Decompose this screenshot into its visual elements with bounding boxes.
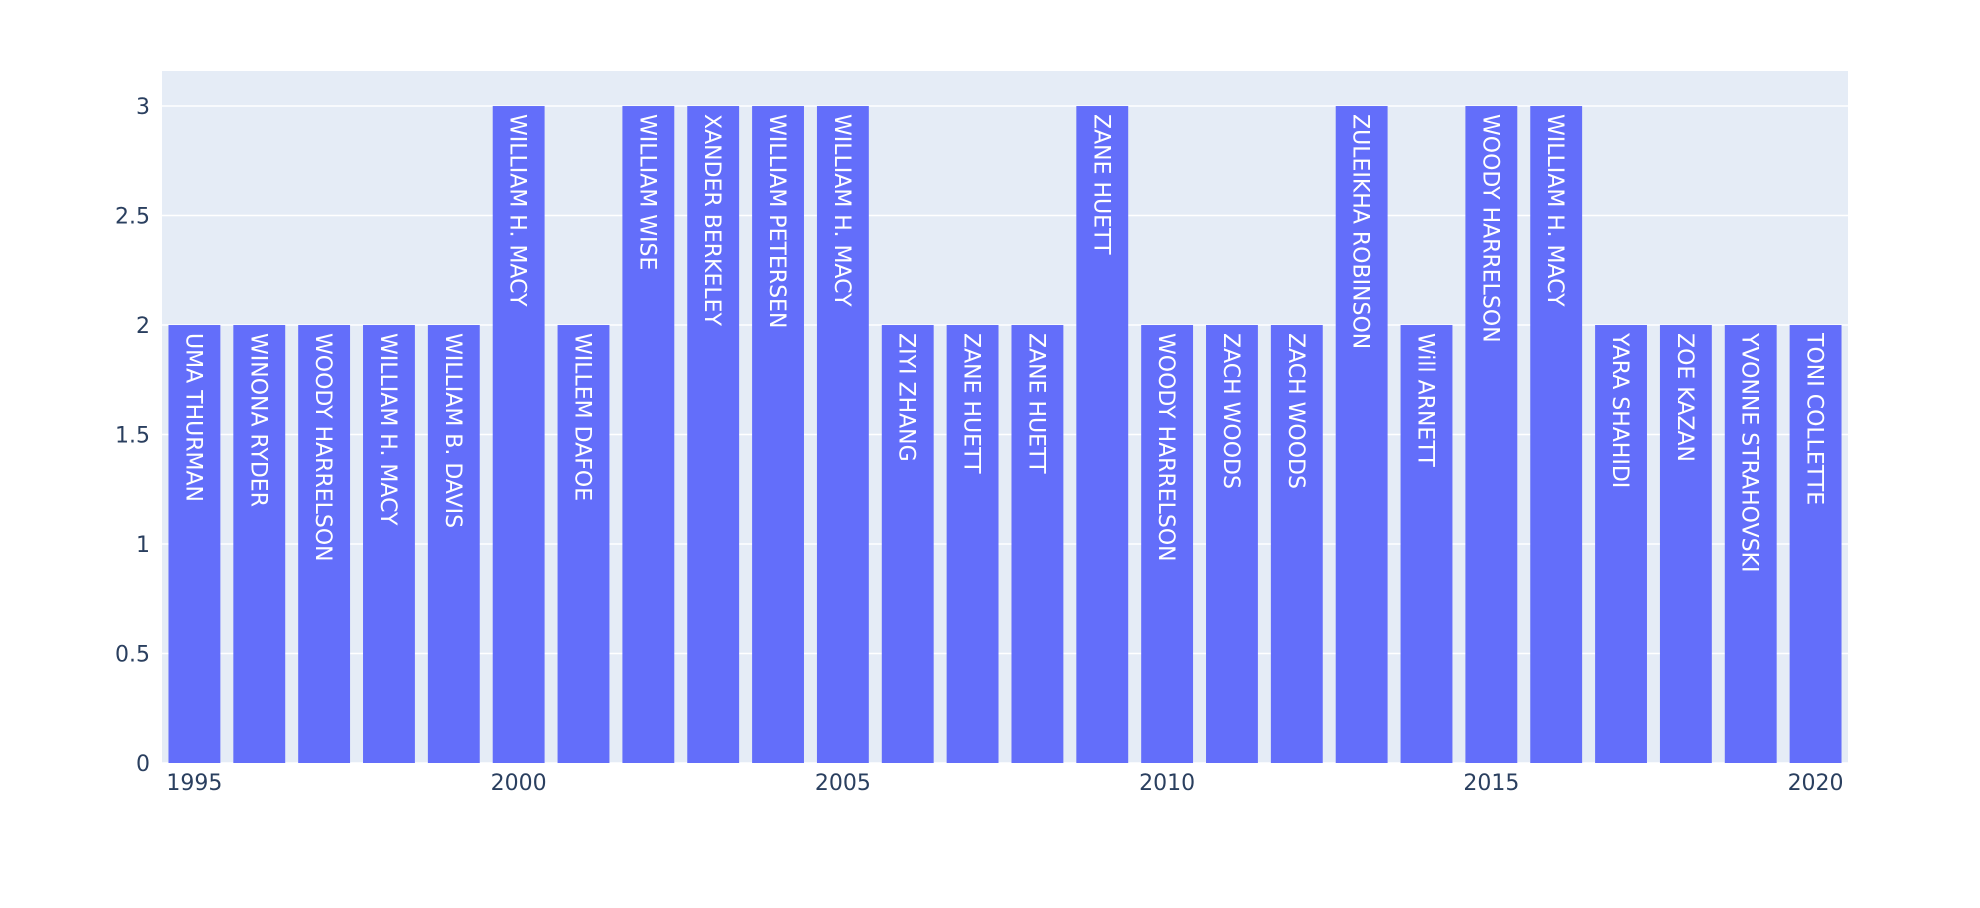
y-tick-label: 2 <box>136 314 150 339</box>
bar-2012 <box>1270 325 1323 763</box>
y-tick-label: 1.5 <box>115 424 150 449</box>
bar-label: YVONNE STRAHOVSKI <box>1737 332 1762 572</box>
y-tick-label: 0 <box>136 752 150 777</box>
bar-label: ZANE HUETT <box>1023 333 1048 474</box>
bar-label: WILLIAM B. DAVIS <box>440 333 465 528</box>
bar-2020 <box>1789 325 1842 763</box>
y-axis: 0 0.5 1 1.5 2 2.5 3 <box>115 95 150 777</box>
bar-1996 <box>233 325 286 763</box>
bar-label: WILLIAM WISE <box>634 114 659 270</box>
bar-2014 <box>1400 325 1453 763</box>
bar-label: WILLIAM H. MACY <box>829 114 854 307</box>
bar-label: WILLIAM H. MACY <box>1542 114 1567 307</box>
bar-labels: UMA THURMAN WINONA RYDER WOODY HARRELSON WI… <box>180 114 1826 572</box>
bar-2011 <box>1206 325 1258 763</box>
bar-2006 <box>881 325 934 763</box>
bar-2015 <box>1465 106 1518 764</box>
bar-1995 <box>168 325 221 763</box>
x-tick-label: 2005 <box>815 771 871 796</box>
x-tick-label: 2010 <box>1139 771 1195 796</box>
bar-2009 <box>1076 106 1129 764</box>
bar-label: WILLEM DAFOE <box>570 333 595 501</box>
bar-2018 <box>1659 325 1712 763</box>
bar-2002 <box>622 106 675 764</box>
x-tick-label: 2020 <box>1788 771 1844 796</box>
bars <box>168 106 1842 764</box>
bar-label: WOODY HARRELSON <box>1477 114 1502 343</box>
bar-2004 <box>752 106 804 764</box>
bar-2003 <box>687 106 740 764</box>
bar-label: TONI COLLETTE <box>1802 332 1827 505</box>
bar-2007 <box>946 325 999 763</box>
bar-label: XANDER BERKELEY <box>699 114 724 326</box>
bar-label: WOODY HARRELSON <box>310 333 335 562</box>
y-tick-label: 3 <box>136 95 150 120</box>
bar-label: UMA THURMAN <box>180 333 205 502</box>
y-tick-label: 0.5 <box>115 643 150 668</box>
bar-label: ZOE KAZAN <box>1672 333 1697 462</box>
bar-label: WILLIAM H. MACY <box>375 333 400 526</box>
x-tick-label: 2015 <box>1463 771 1519 796</box>
bar-2013 <box>1335 106 1388 764</box>
bar-label: WILLIAM PETERSEN <box>764 114 789 328</box>
bar-2019 <box>1724 325 1777 763</box>
bar-label: ZACH WOODS <box>1218 333 1243 489</box>
bar-2016 <box>1530 106 1583 764</box>
bar-label: YARA SHAHIDI <box>1607 332 1632 488</box>
bar-2000 <box>492 106 545 764</box>
bar-label: Will ARNETT <box>1413 333 1438 467</box>
bar-label: ZACH WOODS <box>1283 333 1308 489</box>
bar-2008 <box>1011 325 1064 763</box>
bar-label: ZANE HUETT <box>1088 114 1113 255</box>
bar-label: ZANE HUETT <box>959 333 984 474</box>
bar-1998 <box>363 325 415 763</box>
bar-label: WOODY HARRELSON <box>1153 333 1178 562</box>
y-tick-label: 1 <box>136 533 150 558</box>
bar-label: WINONA RYDER <box>245 333 270 507</box>
bar-1999 <box>427 325 480 763</box>
x-tick-label: 1995 <box>166 771 222 796</box>
bar-2001 <box>557 325 610 763</box>
bar-2010 <box>1141 325 1194 763</box>
bar-label: ZIYI ZHANG <box>894 333 919 462</box>
bar-1997 <box>298 325 351 763</box>
x-tick-label: 2000 <box>491 771 547 796</box>
bar-2017 <box>1595 325 1647 763</box>
bar-label: WILLIAM H. MACY <box>505 114 530 307</box>
bar-label: ZULEIKHA ROBINSON <box>1348 114 1373 349</box>
bar-2005 <box>816 106 869 764</box>
x-axis: 1995 2000 2005 2010 2015 2020 <box>166 771 1843 796</box>
y-tick-label: 2.5 <box>115 205 150 230</box>
